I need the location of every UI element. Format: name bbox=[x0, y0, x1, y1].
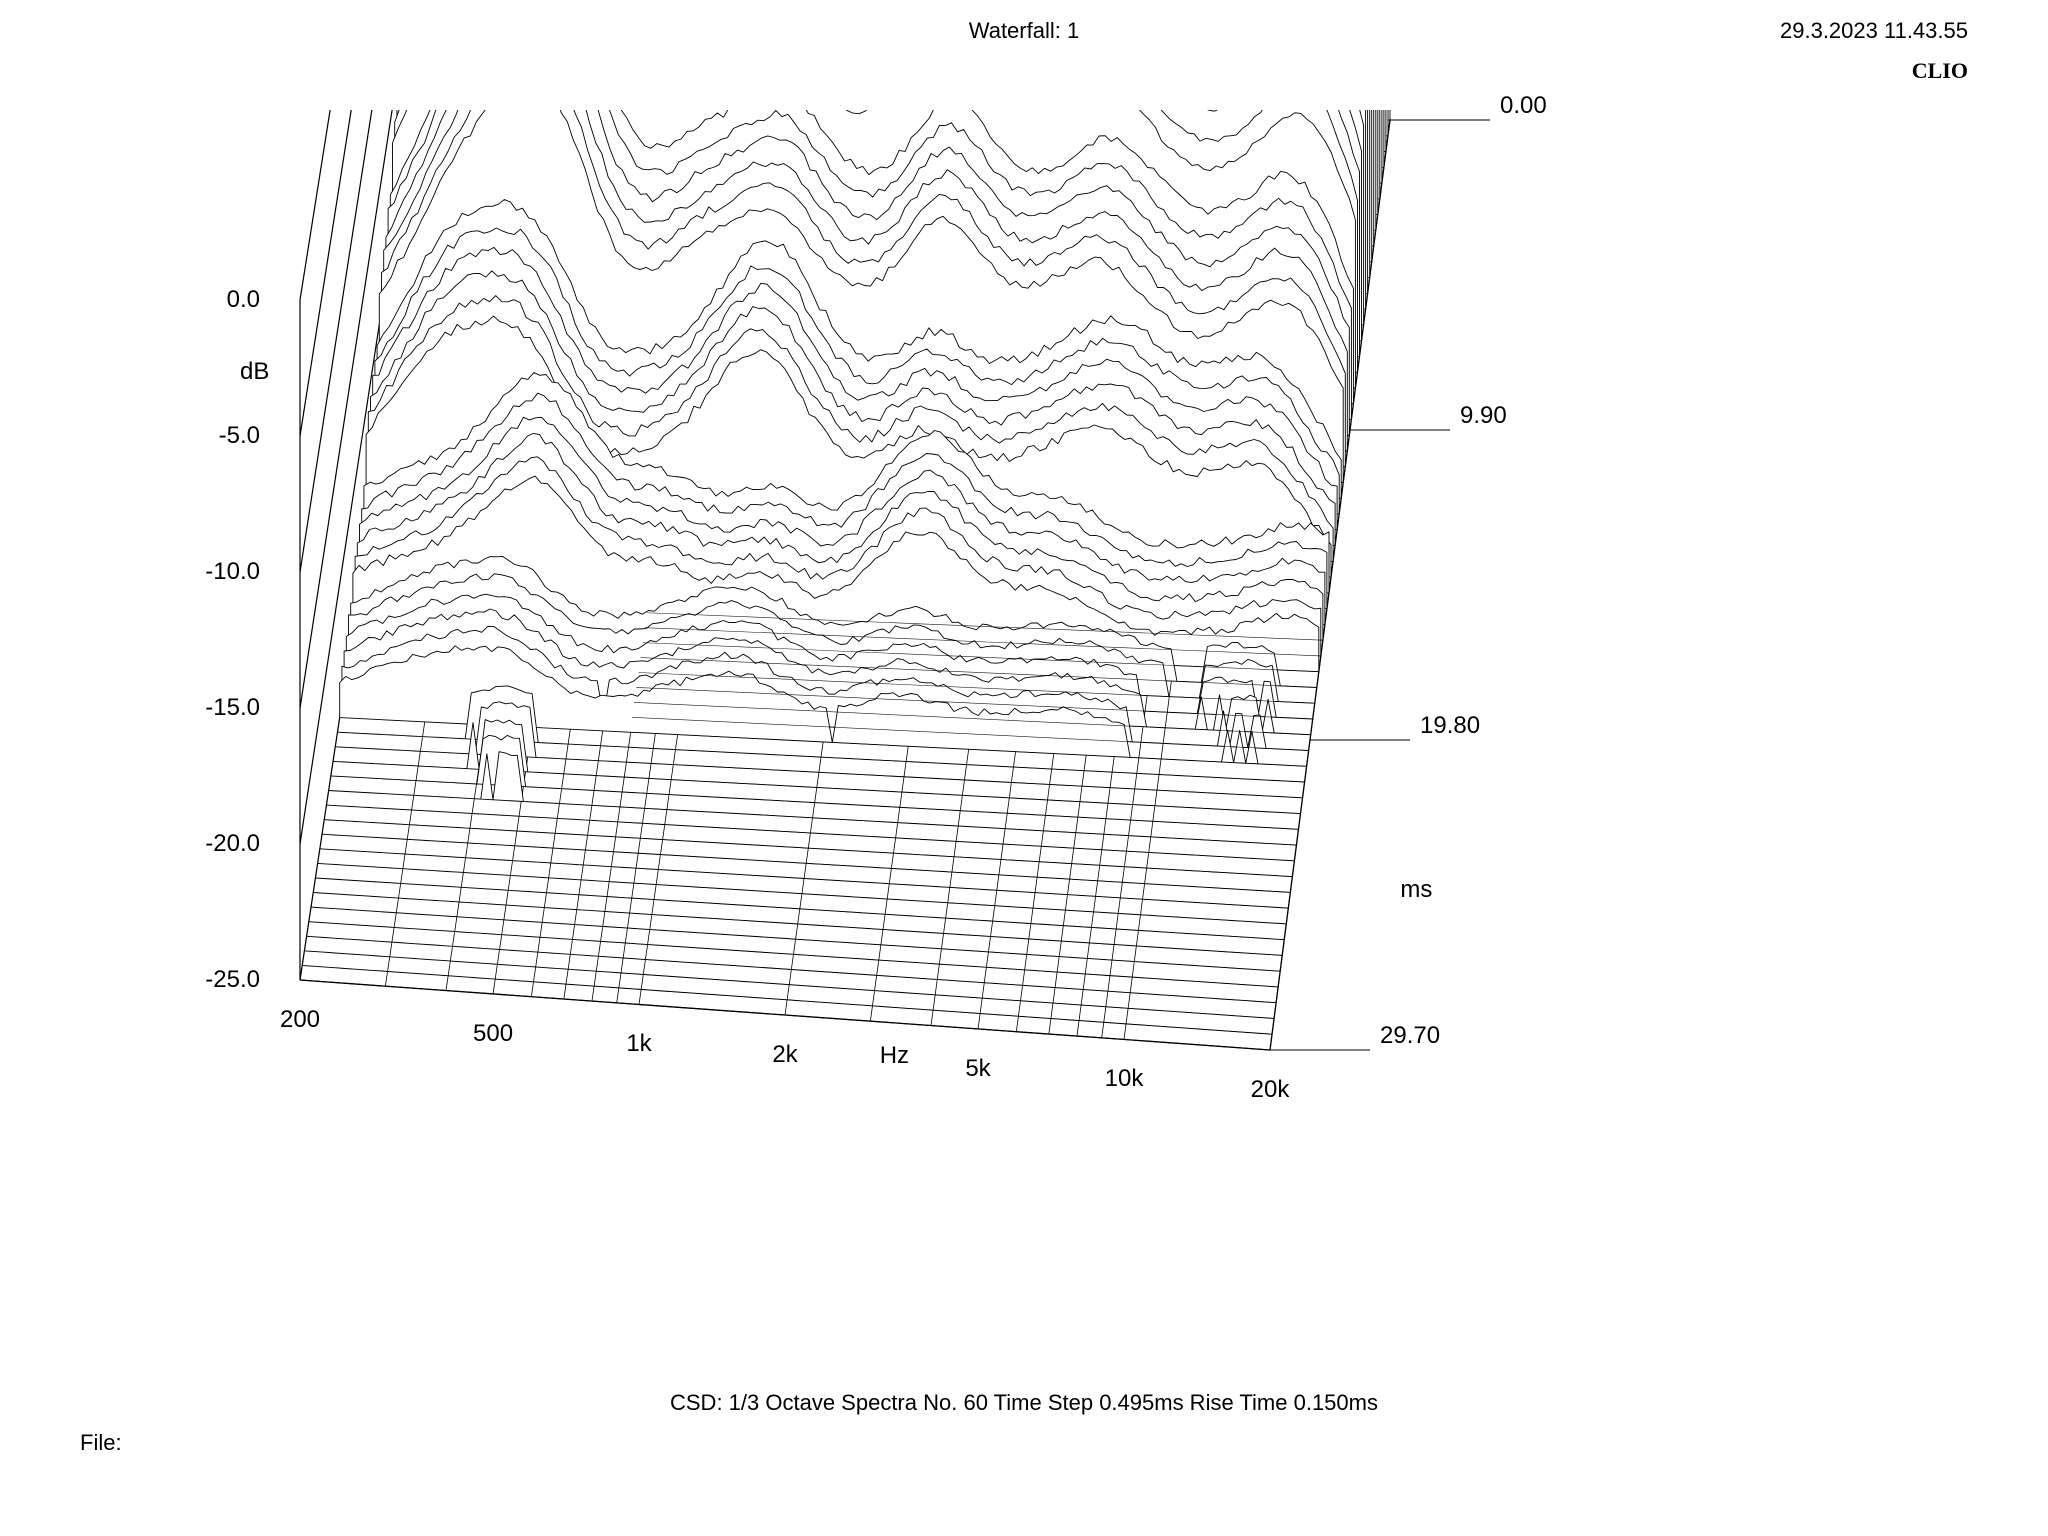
axis-tick: 1k bbox=[626, 1030, 651, 1058]
y-axis-label: dB bbox=[240, 358, 269, 386]
axis-tick: 20k bbox=[1251, 1076, 1290, 1104]
axis-tick: 19.80 bbox=[1420, 712, 1480, 740]
axis-tick: -5.0 bbox=[219, 422, 260, 450]
axis-tick: Hz bbox=[880, 1042, 909, 1070]
footer-parameters: CSD: 1/3 Octave Spectra No. 60 Time Step… bbox=[0, 1390, 2048, 1416]
page-title: Waterfall: 1 bbox=[0, 18, 2048, 44]
axis-tick: 500 bbox=[473, 1020, 513, 1048]
brand-logo: CLIO bbox=[1912, 58, 1968, 84]
z-axis-label: ms bbox=[1400, 876, 1432, 904]
axis-tick: -10.0 bbox=[205, 558, 260, 586]
page-root: Waterfall: 1 29.3.2023 11.43.55 CLIO 0.0… bbox=[0, 0, 2048, 1536]
axis-tick: 200 bbox=[280, 1006, 320, 1034]
axis-tick: 2k bbox=[772, 1041, 797, 1069]
axis-tick: 29.70 bbox=[1380, 1022, 1440, 1050]
timestamp: 29.3.2023 11.43.55 bbox=[1780, 18, 1968, 44]
axis-tick: -20.0 bbox=[205, 830, 260, 858]
axis-tick: -15.0 bbox=[205, 694, 260, 722]
axis-tick: 0.0 bbox=[227, 286, 260, 314]
axis-tick: 5k bbox=[965, 1055, 990, 1083]
axis-tick: 10k bbox=[1105, 1065, 1144, 1093]
axis-tick: 9.90 bbox=[1460, 402, 1507, 430]
axis-tick: -25.0 bbox=[205, 966, 260, 994]
axis-tick: 0.00 bbox=[1500, 92, 1547, 120]
footer-file-label: File: bbox=[80, 1430, 122, 1456]
waterfall-plot bbox=[280, 110, 1700, 1110]
